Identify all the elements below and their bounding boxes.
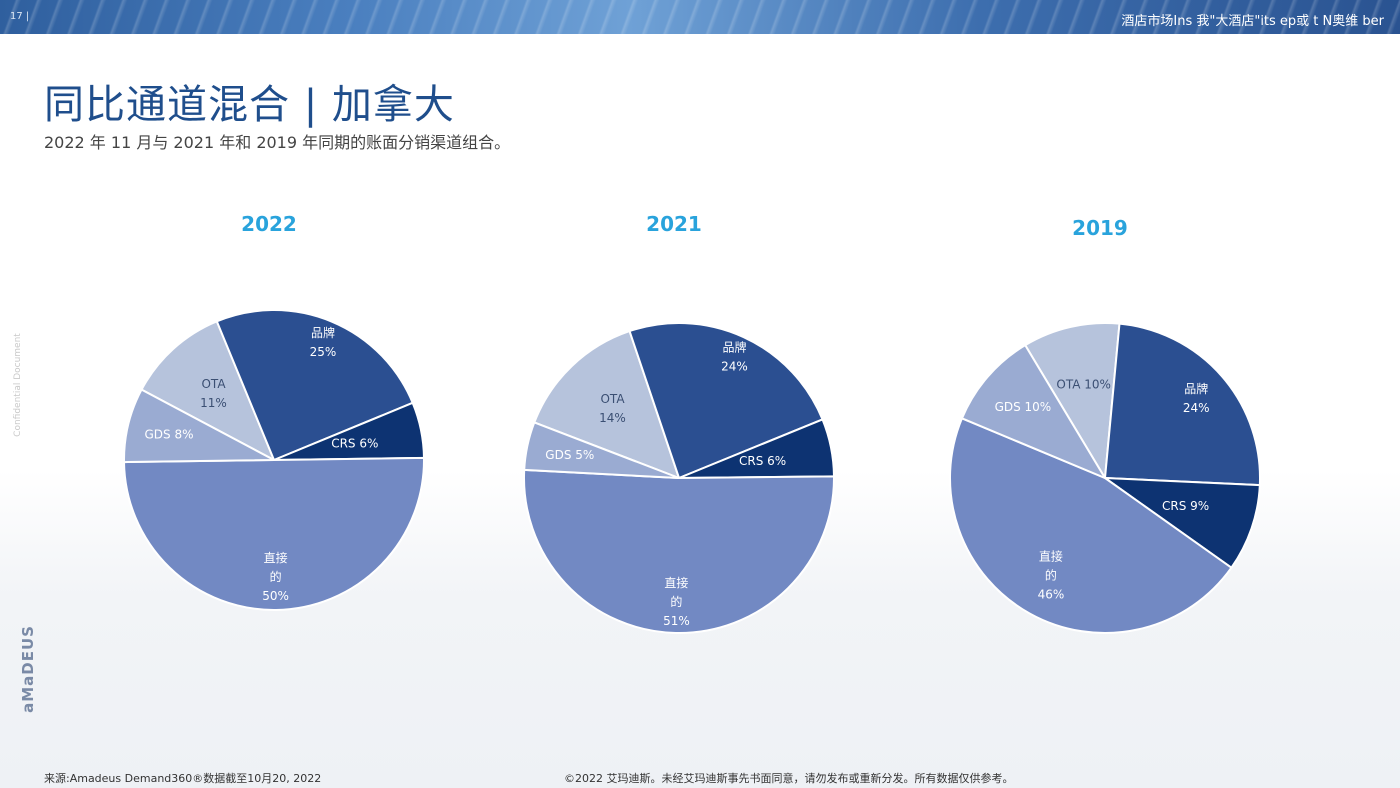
pie-slice — [1023, 322, 1121, 482]
slice-label: OTA 14% — [599, 392, 626, 425]
slice-label: OTA 11% — [200, 377, 227, 410]
pie-slice — [523, 468, 835, 634]
slice-label: 品牌 24% — [721, 340, 748, 373]
slice-label: OTA 10% — [1056, 377, 1111, 391]
slice-label: 直接的 46% — [1038, 549, 1065, 602]
header-band: 17 | 酒店市场Ins 我"大酒店"its ep或 t N奥维 ber — [0, 0, 1400, 34]
chart-year-title: 2021 — [646, 212, 702, 236]
pie-slice — [1101, 476, 1261, 570]
pie-chart-2022: 2022 OTA 11% 品牌 25% CRS 6% 直接的 50% GDS 8% — [122, 212, 426, 611]
page-title: 同比通道混合 | 加拿大 — [44, 82, 455, 128]
pie-slice — [140, 320, 276, 463]
header-band-pattern — [0, 0, 1400, 34]
slice-label: 品牌 25% — [310, 326, 337, 359]
pie-chart-2021: 2021 OTA 14% 品牌 24% CRS 6% 直接的 51% GDS 5% — [523, 212, 836, 634]
page-subtitle: 2022 年 11 月与 2021 年和 2019 年同期的账面分销渠道组合。 — [44, 133, 511, 152]
footer-source: 来源:Amadeus Demand360®数据截至10月20, 2022 — [44, 772, 322, 785]
chart-year-title: 2022 — [241, 212, 297, 236]
slice-label: CRS 6% — [331, 436, 378, 450]
chart-year-title: 2019 — [1072, 216, 1128, 240]
slice-label: CRS 6% — [739, 454, 786, 468]
slice-label: 直接的 51% — [663, 575, 690, 628]
slice-label: 直接的 50% — [262, 550, 289, 603]
pie-chart-2019: 2019 OTA 10% 品牌 24% CRS 9% 直接的 46% GDS 10% — [948, 216, 1261, 634]
slice-label: GDS 5% — [545, 448, 594, 462]
pie-slice — [523, 421, 680, 479]
slice-label: CRS 9% — [1162, 499, 1209, 513]
footer-copyright: ©2022 艾玛迪斯。未经艾玛迪斯事先书面同意，请勿发布或重新分发。所有数据仅供… — [564, 772, 1014, 785]
slice-label: GDS 8% — [144, 428, 193, 442]
pie-slice — [960, 343, 1108, 481]
pie-slice — [1103, 322, 1261, 487]
slice-label: 品牌 24% — [1183, 382, 1210, 415]
pie-slice — [533, 329, 681, 480]
pie-slice — [948, 417, 1233, 634]
header-band-text: 酒店市场Ins 我"大酒店"its ep或 t N奥维 ber — [1121, 14, 1384, 29]
pie-slice — [122, 456, 425, 611]
pie-slice — [123, 388, 275, 464]
pie-slice — [628, 322, 824, 480]
slice-label: GDS 10% — [995, 400, 1052, 414]
page-number: 17 | — [10, 11, 30, 22]
